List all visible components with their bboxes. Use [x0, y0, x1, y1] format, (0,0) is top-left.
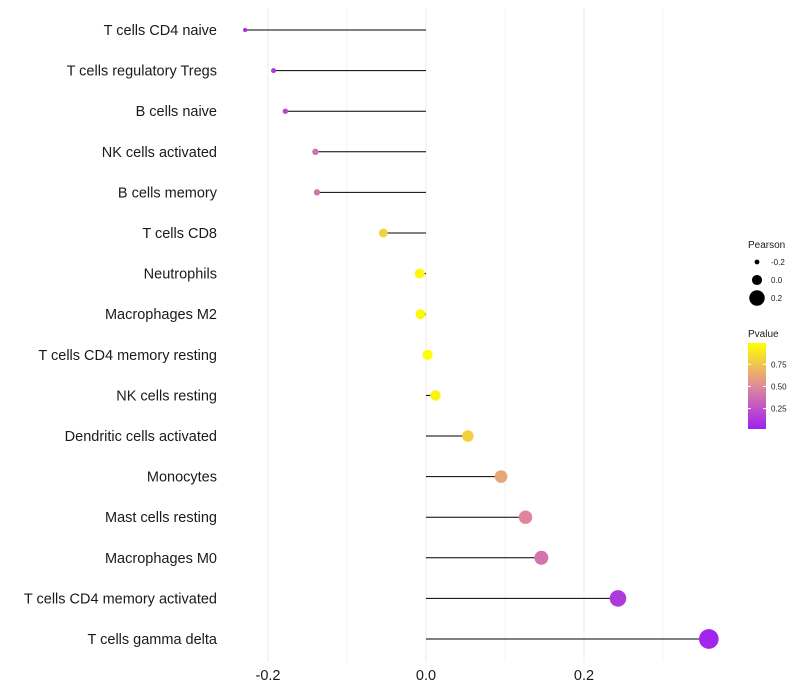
- category-label: Mast cells resting: [105, 510, 217, 526]
- legend-color-label: 0.75: [771, 360, 787, 369]
- lollipop-point: [271, 68, 277, 74]
- lollipop-point: [379, 228, 388, 238]
- legend-size-label: -0.2: [771, 258, 785, 267]
- legend-color-label: 0.25: [771, 405, 787, 414]
- legend-size-title: Pearson: [748, 240, 785, 251]
- stems: [245, 29, 709, 640]
- pvalue-colorbar: [748, 343, 766, 429]
- category-label: T cells CD4 memory resting: [38, 348, 217, 364]
- category-label: T cells regulatory Tregs: [67, 64, 217, 80]
- legend-size-dot: [754, 259, 760, 265]
- category-label: Neutrophils: [144, 267, 217, 283]
- category-label: B cells memory: [118, 185, 218, 201]
- legend-size-dot: [749, 290, 765, 306]
- lollipop-point: [462, 430, 474, 442]
- category-label: NK cells resting: [116, 388, 217, 404]
- x-tick-label: 0.2: [574, 668, 594, 684]
- legend-size-dot: [751, 274, 763, 286]
- x-tick-label: 0.0: [416, 668, 436, 684]
- category-label: Macrophages M2: [105, 307, 217, 323]
- lollipop-point: [534, 550, 549, 565]
- category-label: NK cells activated: [102, 145, 217, 161]
- legend-color-title: Pvalue: [748, 329, 779, 340]
- points: [243, 27, 719, 649]
- lollipop-point: [243, 27, 248, 33]
- category-label: Macrophages M0: [105, 551, 217, 567]
- lollipop-point: [414, 268, 425, 279]
- lollipop-point: [422, 349, 433, 360]
- grid-lines: [267, 8, 664, 662]
- category-label: T cells CD4 naive: [104, 23, 217, 39]
- legend: Pearson Pvalue -0.2 0.0 0.2 0.75 0.50 0.25: [748, 240, 787, 429]
- category-label: B cells naive: [136, 104, 217, 120]
- lollipop-point: [415, 309, 426, 320]
- category-labels: T cells CD4 naive T cells regulatory Treg…: [24, 23, 218, 648]
- lollipop-point: [609, 590, 627, 607]
- lollipop-point: [699, 629, 719, 649]
- lollipop-point: [494, 470, 508, 483]
- lollipop-point: [430, 390, 441, 401]
- lollipop-point: [312, 148, 319, 155]
- legend-color-label: 0.50: [771, 382, 787, 391]
- x-axis-ticks: -0.2 0.0 0.2: [256, 668, 595, 684]
- category-label: Monocytes: [147, 470, 217, 486]
- lollipop-point: [518, 510, 533, 524]
- lollipop-point: [282, 108, 289, 114]
- legend-size-label: 0.0: [771, 276, 783, 285]
- lollipop-point: [313, 189, 321, 196]
- category-label: Dendritic cells activated: [65, 429, 217, 445]
- x-tick-label: -0.2: [256, 668, 281, 684]
- category-label: T cells gamma delta: [88, 632, 218, 648]
- category-label: T cells CD4 memory activated: [24, 591, 217, 607]
- legend-size-label: 0.2: [771, 294, 783, 303]
- category-label: T cells CD8: [142, 226, 217, 242]
